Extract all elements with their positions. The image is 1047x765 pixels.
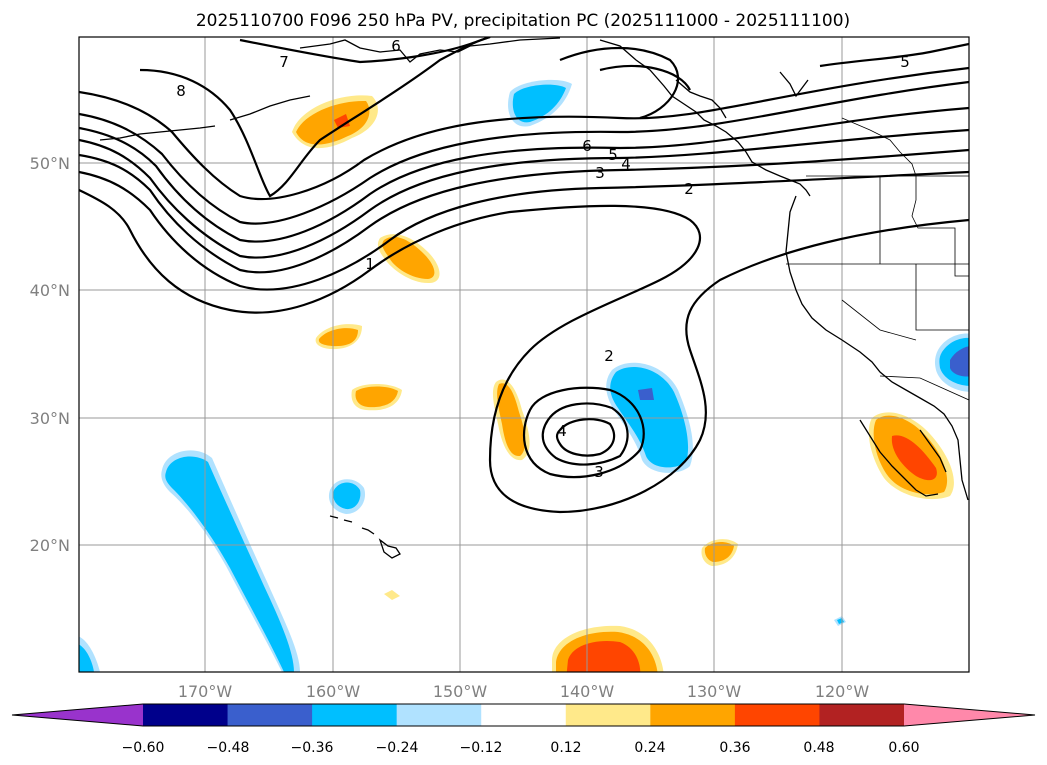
contour-label: 6 — [391, 37, 401, 55]
political-borders — [786, 117, 969, 401]
longitude-tick: 120°W — [815, 682, 870, 701]
contour-label: 4 — [621, 155, 631, 173]
colorbar-outline — [11, 703, 1036, 727]
contour-label: 2 — [684, 180, 694, 198]
contour-label: 3 — [594, 463, 604, 481]
contour-label: 5 — [900, 53, 910, 71]
contour-label: 6 — [582, 137, 592, 155]
longitude-tick: 160°W — [306, 682, 361, 701]
colorbar-segment — [227, 704, 313, 726]
colorbar — [11, 703, 1036, 727]
longitude-tick-labels: 170°W 160°W 150°W 140°W 130°W 120°W — [178, 682, 870, 701]
colorbar-tick: −0.48 — [207, 740, 250, 756]
longitude-tick: 150°W — [433, 682, 488, 701]
graticule — [79, 37, 969, 672]
contour-label: 7 — [279, 53, 289, 71]
contour-label: 4 — [557, 422, 567, 440]
contour-label: 5 — [608, 146, 618, 164]
latitude-tick-labels: 50°N 40°N 30°N 20°N — [30, 154, 70, 555]
colorbar-tick: 0.48 — [803, 740, 834, 756]
colorbar-segment — [565, 704, 651, 726]
contour-label: 2 — [604, 347, 614, 365]
coastlines — [99, 37, 969, 559]
contour-label: 8 — [176, 82, 186, 100]
figure-title: 2025110700 F096 250 hPa PV, precipitatio… — [196, 11, 850, 31]
colorbar-segment — [143, 704, 229, 726]
latitude-tick: 20°N — [30, 536, 70, 555]
latitude-tick: 30°N — [30, 409, 70, 428]
contour-label: 1 — [365, 255, 375, 273]
colorbar-tick: −0.24 — [376, 740, 419, 756]
longitude-tick: 130°W — [687, 682, 742, 701]
colorbar-segment — [819, 704, 905, 726]
contour-label: 3 — [595, 164, 605, 182]
colorbar-segment — [396, 704, 482, 726]
latitude-tick: 40°N — [30, 281, 70, 300]
pv-contours — [79, 37, 969, 514]
colorbar-segment — [481, 704, 567, 726]
colorbar-extend-high — [904, 704, 1035, 726]
colorbar-tick: 0.12 — [550, 740, 581, 756]
colorbar-tick: 0.60 — [888, 740, 919, 756]
map-frame — [78, 36, 970, 673]
colorbar-tick: 0.36 — [719, 740, 750, 756]
colorbar-segment — [312, 704, 398, 726]
colorbar-tick: −0.36 — [291, 740, 334, 756]
colorbar-segment — [650, 704, 736, 726]
longitude-tick: 170°W — [178, 682, 233, 701]
colorbar-extend-low — [12, 704, 143, 726]
latitude-tick: 50°N — [30, 154, 70, 173]
colorbar-tick: 0.24 — [634, 740, 665, 756]
colorbar-tick-labels: −0.60 −0.48 −0.36 −0.24 −0.12 0.12 0.24 … — [122, 740, 920, 756]
colorbar-tick: −0.60 — [122, 740, 165, 756]
precipitation-shading — [79, 79, 969, 672]
longitude-tick: 140°W — [560, 682, 615, 701]
colorbar-segment — [734, 704, 820, 726]
colorbar-tick: −0.12 — [460, 740, 503, 756]
pv-contour-labels: 8 7 6 6 5 5 4 3 2 1 2 3 4 — [176, 37, 910, 481]
